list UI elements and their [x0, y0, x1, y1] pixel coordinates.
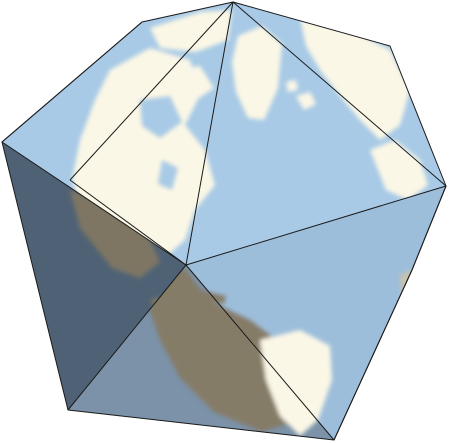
- inland-water: [140, 96, 182, 190]
